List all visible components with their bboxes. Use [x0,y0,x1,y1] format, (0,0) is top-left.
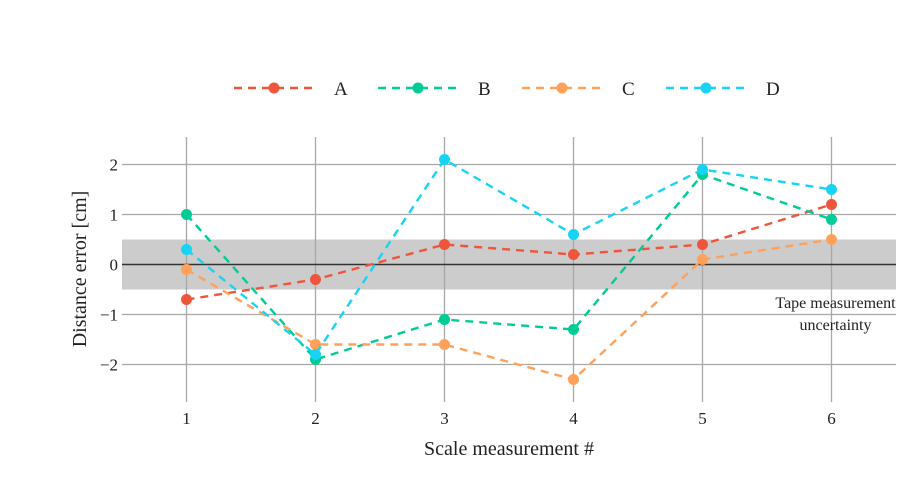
data-point [568,324,579,335]
x-tick-label: 4 [569,409,578,428]
data-point [568,229,579,240]
x-axis-title: Scale measurement # [424,438,594,460]
series-line [185,157,832,357]
data-point [826,234,837,245]
data-point [310,339,321,350]
data-point [181,244,192,255]
data-point [439,314,450,325]
legend-marker [700,82,712,94]
legend-marker [412,82,424,94]
legend-label: A [334,79,348,100]
x-tick-label: 6 [827,409,836,428]
data-point [439,239,450,250]
x-tick-label: 1 [182,409,191,428]
legend-label: B [478,79,491,100]
legend-marker [268,82,280,94]
y-tick-label: 0 [110,256,119,275]
data-point [439,154,450,165]
legend-item-A: A [234,79,348,100]
data-point [697,164,708,175]
y-tick-label: −2 [100,356,118,375]
y-axis-title: Distance error [cm] [69,191,91,348]
series-C [181,234,837,385]
y-tick-label: 1 [110,206,119,225]
annotation-layer: Tape measurement uncertainty [775,295,896,334]
data-point [181,209,192,220]
data-point [826,199,837,210]
data-point [568,374,579,385]
series-A [181,199,837,305]
series-line [185,238,832,381]
annotation-text: Tape measurement [775,295,896,312]
x-tick-label: 2 [311,409,320,428]
data-point [181,264,192,275]
annotation-text: uncertainty [800,317,872,334]
legend-label: C [622,79,635,100]
tick-label-layer: 1 2 3 4 5 6 −2 −1 0 1 2 [100,156,836,429]
data-point [826,184,837,195]
grid-layer [122,137,896,402]
x-tick-label: 3 [440,409,449,428]
legend-label: D [766,79,780,100]
data-point [439,339,450,350]
data-point [568,249,579,260]
data-point [181,294,192,305]
x-tick-label: 5 [698,409,707,428]
legend: A B C D [234,79,780,100]
data-point [826,214,837,225]
series-line [186,203,832,301]
legend-marker [556,82,568,94]
series-D [181,154,837,360]
series-layer [181,154,837,385]
legend-item-D: D [666,79,780,100]
y-tick-label: 2 [110,156,119,175]
legend-item-B: B [378,79,491,100]
data-point [310,274,321,285]
data-point [697,254,708,265]
series-line [185,173,832,361]
data-point [697,239,708,250]
legend-item-C: C [522,79,635,100]
y-tick-label: −1 [100,306,118,325]
data-point [310,349,321,360]
